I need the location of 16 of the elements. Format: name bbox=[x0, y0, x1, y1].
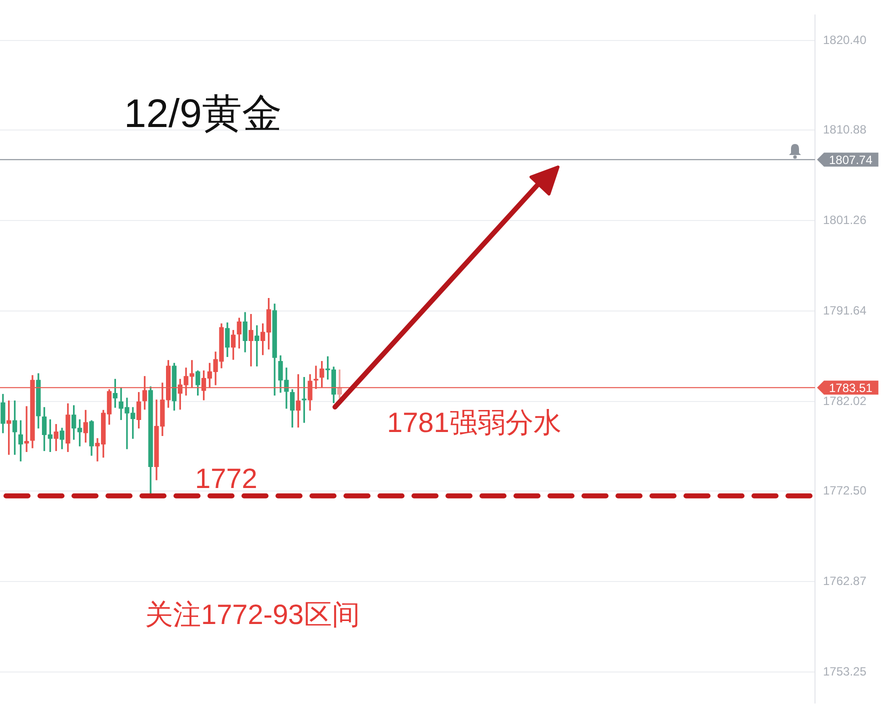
text: 12/9黄金 bbox=[124, 91, 282, 138]
ref-line-label: 1772 bbox=[195, 462, 258, 494]
candlestick bbox=[24, 406, 29, 452]
y-tick-label: 1810.88 bbox=[823, 122, 867, 136]
y-tick-label: 1753.25 bbox=[823, 664, 867, 679]
y-tick-label: 1820.40 bbox=[823, 32, 867, 47]
y-tick-label: 1762.87 bbox=[823, 574, 867, 588]
y-tick-label: 1791.64 bbox=[823, 303, 867, 318]
annotation: 1781强弱分水 bbox=[387, 406, 562, 440]
y-tick-label: 1772.50 bbox=[823, 483, 867, 498]
ref-line-label: 1807.74 bbox=[829, 152, 873, 167]
y-tick-label: 1801.26 bbox=[823, 212, 867, 227]
annotation: 关注1772-93区间 bbox=[145, 598, 360, 632]
y-tick-label: 1782.02 bbox=[823, 394, 867, 408]
candlestick bbox=[248, 314, 254, 366]
ref-line-label: 1783.51 bbox=[829, 380, 873, 395]
